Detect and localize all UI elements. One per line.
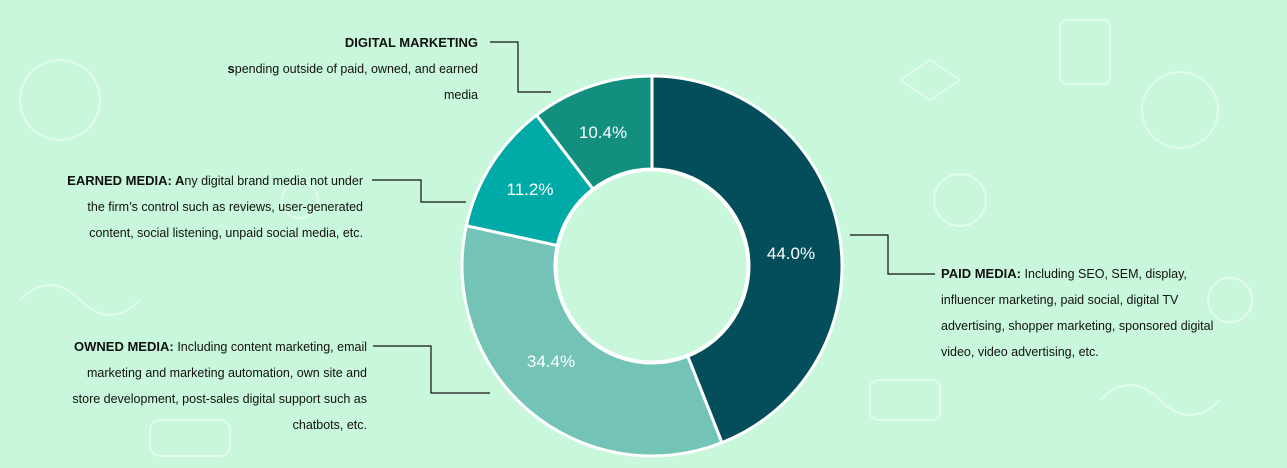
leader-line-digital bbox=[490, 41, 551, 93]
leader-line-owned bbox=[373, 345, 490, 394]
label-digital-marketing: DIGITAL MARKETING spending outside of pa… bbox=[200, 30, 478, 108]
label-earned-head: EARNED MEDIA: bbox=[67, 173, 176, 188]
label-digital-first-letter: s bbox=[227, 61, 235, 76]
label-owned-media: OWNED MEDIA: Including content marketing… bbox=[60, 334, 367, 438]
slice-value-digital: 10.4% bbox=[579, 123, 627, 142]
label-owned-head: OWNED MEDIA: bbox=[74, 339, 178, 354]
leader-lines bbox=[372, 41, 935, 394]
label-earned-text: ny digital brand media not under the fir… bbox=[87, 174, 363, 240]
label-paid-head: PAID MEDIA: bbox=[941, 266, 1025, 281]
label-paid-text: Including SEO, SEM, display, influencer … bbox=[941, 267, 1214, 359]
label-digital-head: DIGITAL MARKETING bbox=[344, 35, 478, 50]
donut-hole bbox=[554, 168, 750, 364]
label-digital-text: pending outside of paid, owned, and earn… bbox=[234, 62, 478, 102]
label-earned-first-letter: A bbox=[175, 173, 185, 188]
slice-value-owned: 34.4% bbox=[527, 352, 575, 371]
leader-line-earned bbox=[372, 179, 466, 203]
slice-value-earned: 11.2% bbox=[507, 180, 554, 199]
label-paid-media: PAID MEDIA: Including SEO, SEM, display,… bbox=[941, 261, 1241, 365]
donut-slices bbox=[460, 74, 844, 458]
leader-line-paid bbox=[850, 234, 935, 275]
label-owned-text: Including content marketing, email marke… bbox=[72, 340, 367, 432]
slice-value-paid: 44.0% bbox=[767, 244, 815, 263]
label-earned-media: EARNED MEDIA: Any digital brand media no… bbox=[60, 168, 363, 246]
